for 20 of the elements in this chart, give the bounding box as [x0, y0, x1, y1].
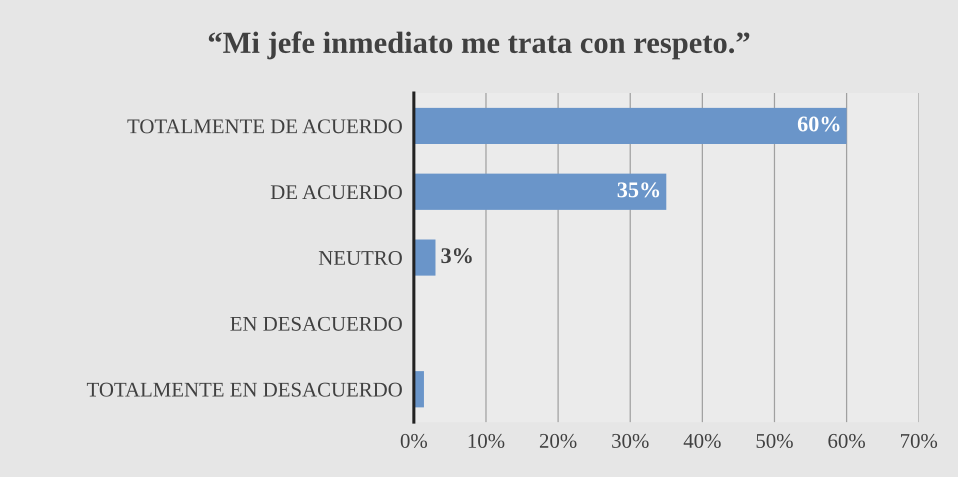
y-tick-label: NEUTRO — [318, 251, 402, 266]
x-tick-label: 50% — [756, 434, 793, 448]
bar — [414, 174, 666, 210]
y-tick-label: TOTALMENTE EN DESACUERDO — [86, 382, 402, 397]
y-tick-label: DE ACUERDO — [270, 185, 402, 200]
x-tick-label: 10% — [468, 434, 504, 448]
bar — [414, 239, 436, 276]
data-label: 3% — [441, 248, 472, 264]
x-tick-label: 0% — [400, 434, 428, 448]
bar — [414, 108, 847, 144]
x-tick-label: 40% — [684, 434, 721, 448]
chart-title: “Mi jefe inmediato me trata con respeto.” — [208, 31, 750, 60]
x-tick-label: 60% — [828, 434, 865, 448]
x-tick-label: 70% — [901, 434, 938, 448]
x-tick-label: 30% — [612, 434, 649, 448]
data-label: 60% — [798, 116, 840, 132]
data-label: 35% — [618, 182, 660, 198]
y-tick-label: TOTALMENTE DE ACUERDO — [127, 119, 402, 134]
y-tick-label: EN DESACUERDO — [230, 316, 402, 331]
x-tick-label: 20% — [540, 434, 576, 448]
